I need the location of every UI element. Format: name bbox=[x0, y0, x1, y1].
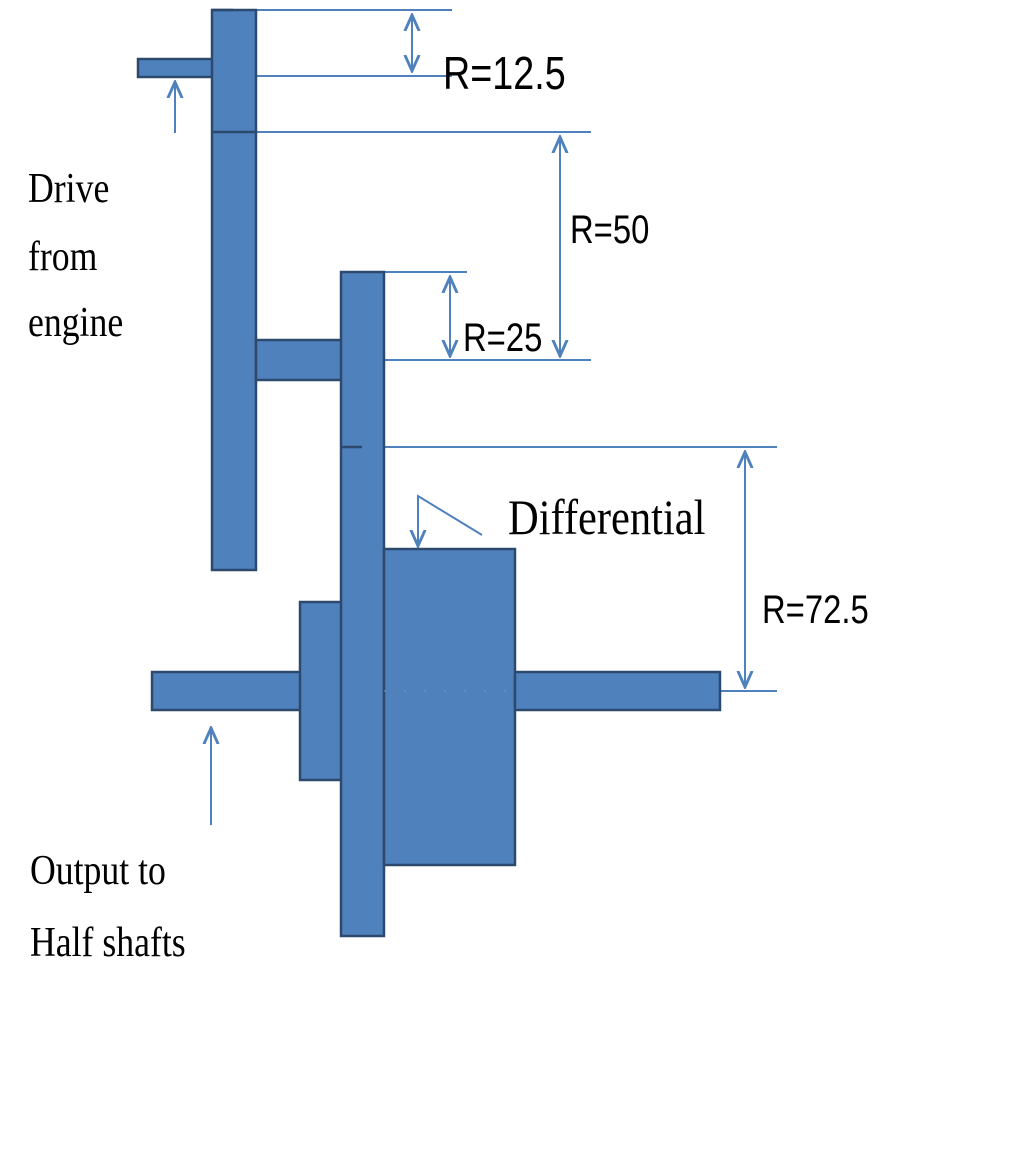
intermediate-shaft bbox=[254, 338, 344, 382]
left-differential-hub bbox=[298, 600, 344, 782]
radius-label-25: R=25 bbox=[463, 316, 543, 360]
right-output-shaft bbox=[513, 670, 722, 712]
output-label-line1: Output to bbox=[30, 848, 166, 894]
output-label-line2: Half shafts bbox=[30, 920, 186, 966]
differential-label: Differential bbox=[508, 489, 706, 545]
radius-label-72-5: R=72.5 bbox=[762, 588, 869, 632]
crown-gear bbox=[339, 270, 386, 938]
radius-label-12-5: R=12.5 bbox=[443, 47, 566, 99]
left-output-shaft bbox=[150, 670, 304, 712]
drive-label-line3: engine bbox=[28, 300, 124, 346]
drive-label-line2: from bbox=[28, 234, 98, 280]
drive-label-line1: Drive bbox=[28, 166, 110, 212]
differential-leader bbox=[418, 494, 483, 546]
input-shaft bbox=[136, 57, 215, 79]
differential-housing bbox=[382, 547, 517, 867]
radius-label-50: R=50 bbox=[570, 208, 650, 252]
large-gear-left bbox=[210, 8, 258, 572]
